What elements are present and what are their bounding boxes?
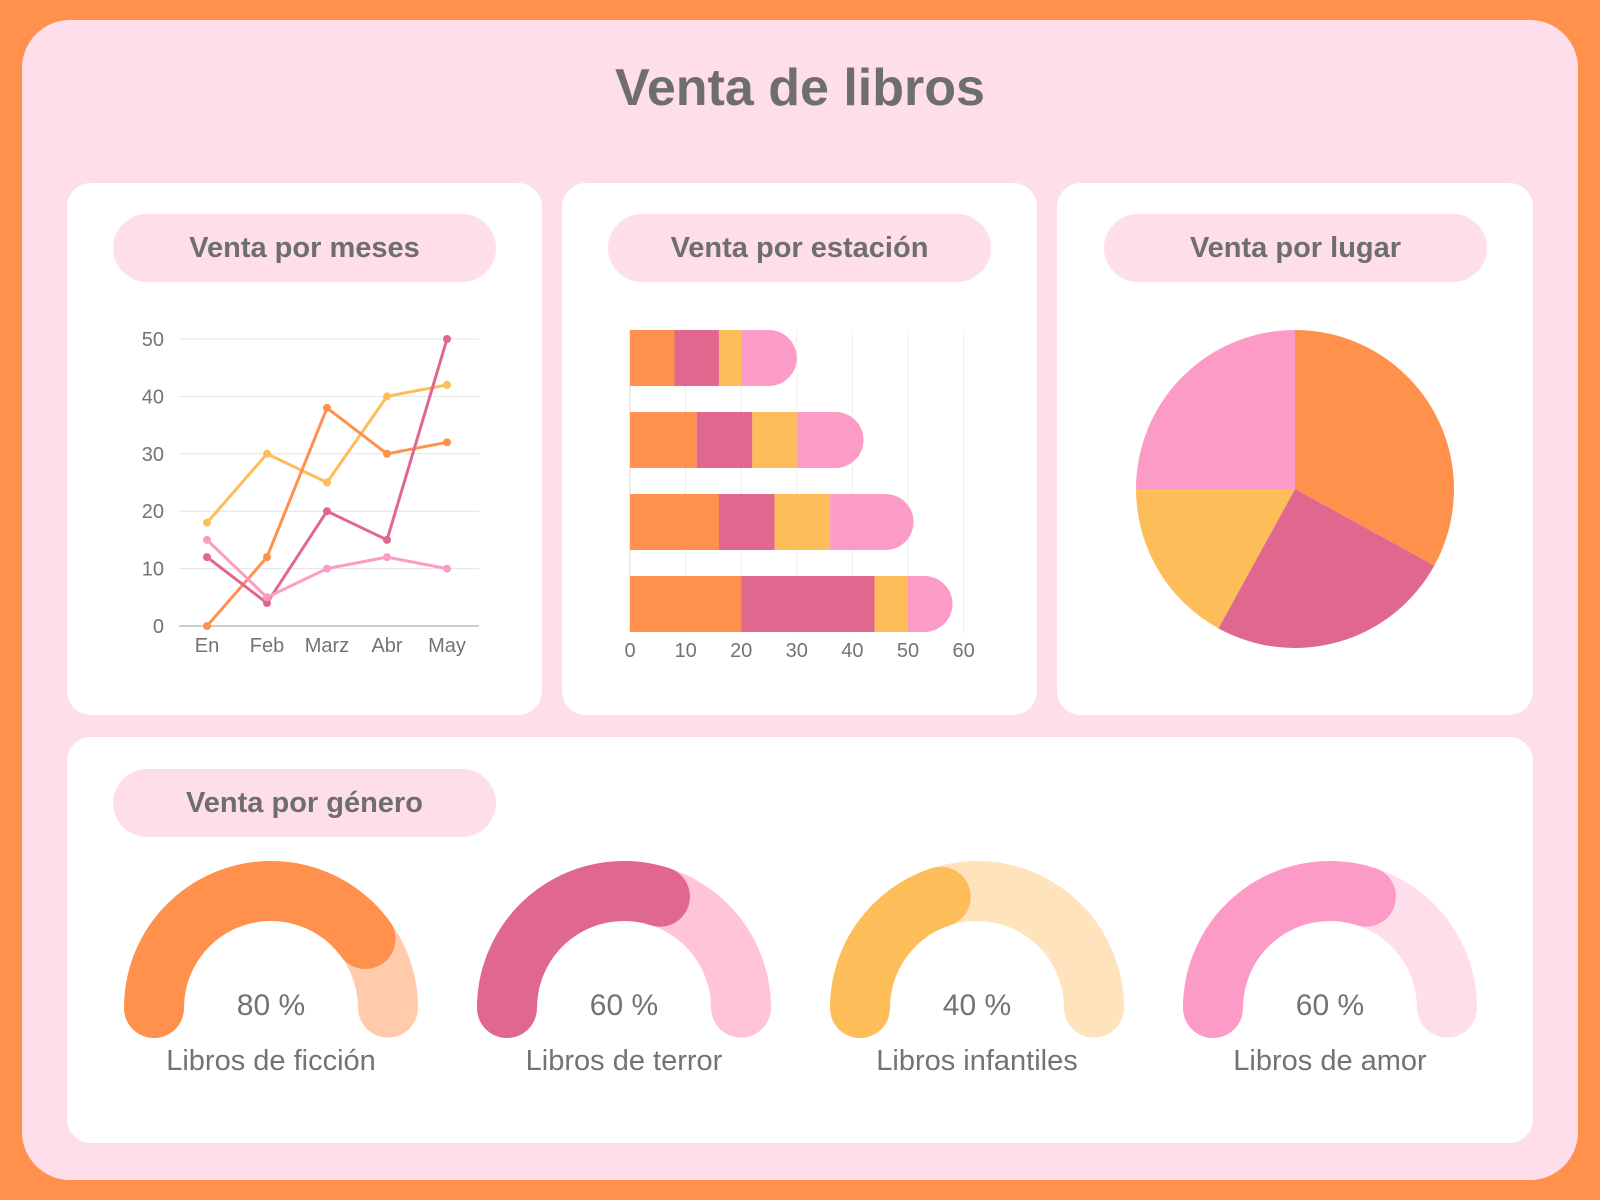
gauge-name-label: Libros de ficción (166, 1045, 376, 1077)
x-tick-label: En (195, 635, 219, 657)
line-chart: 0 10 20 30 40 50 En Feb Marz Abr May (142, 329, 479, 657)
gauge-percent-label: 60 % (590, 989, 658, 1022)
card-months: Venta por meses 0 10 20 30 40 50 En Feb Marz Abr M… (67, 183, 542, 715)
panel-title-months: Venta por meses (189, 231, 420, 264)
x-tick-label: 10 (674, 640, 696, 662)
bar-segment (741, 330, 797, 386)
panel-title-place: Venta por lugar (1189, 231, 1402, 264)
gauge-1: 80 % Libros de ficción (124, 861, 418, 1077)
y-tick-label: 20 (142, 501, 164, 523)
gauge-percent-label: 60 % (1296, 989, 1364, 1022)
x-tick-label: 40 (841, 640, 863, 662)
bar-segment (774, 494, 831, 550)
card-place: Venta por lugar (1057, 183, 1533, 715)
data-point (443, 564, 451, 573)
y-tick-label: 10 (142, 559, 164, 581)
bar-segment (630, 494, 719, 550)
pie-slice-2 (1218, 489, 1435, 648)
x-tick-label: 50 (897, 640, 919, 662)
pie-slice-1 (1295, 330, 1454, 566)
x-tick-label: 20 (730, 640, 752, 662)
gauge-fill (830, 866, 971, 1038)
x-tick-label: May (428, 635, 466, 657)
x-tick-label: Feb (250, 635, 284, 657)
pill-place: Venta por lugar (1104, 214, 1487, 282)
card-genre: Venta por género 80 % Libros de ficción 60… (67, 737, 1533, 1143)
bar-segment (718, 494, 775, 550)
x-tick-label: Abr (371, 635, 402, 657)
gauge-name-label: Libros infantiles (876, 1045, 1078, 1077)
gauge-name-label: Libros de terror (526, 1045, 723, 1077)
panel-title-season: Venta por estación (670, 231, 929, 264)
pill-season: Venta por estación (608, 214, 991, 282)
bar-segment (696, 412, 753, 468)
gauge-3: 40 % Libros infantiles (829, 860, 1124, 1077)
data-point (203, 553, 211, 562)
bar-segment (630, 330, 675, 386)
gauge-percent-label: 40 % (943, 989, 1011, 1022)
bar-segment (796, 412, 864, 468)
gauge-fill (477, 861, 690, 1038)
data-point (323, 478, 331, 487)
card-season: Venta por estación 0 10 20 30 40 50 60 (562, 183, 1037, 715)
data-point (323, 564, 331, 573)
y-tick-label: 30 (142, 444, 164, 466)
data-point (263, 553, 271, 562)
gauge-name-label: Libros de amor (1233, 1045, 1427, 1077)
pie-chart (1136, 330, 1454, 648)
data-point (383, 535, 391, 544)
pie-slice-4 (1136, 330, 1295, 489)
page-title: Venta de libros (615, 59, 985, 117)
data-point (263, 449, 271, 458)
gauge-2: 60 % Libros de terror (477, 861, 771, 1077)
series-line-2 (205, 406, 448, 627)
bar-segment (830, 494, 914, 550)
y-tick-label: 40 (142, 386, 164, 408)
pill-months: Venta por meses (113, 214, 496, 282)
data-point (443, 380, 451, 389)
data-point (383, 553, 391, 562)
bar-segment (908, 576, 953, 632)
data-point (203, 622, 211, 630)
bar-segment (630, 412, 697, 468)
data-point (443, 438, 451, 447)
x-tick-label: 60 (952, 640, 974, 662)
data-point (383, 392, 391, 401)
bar-segment (674, 330, 719, 386)
bar-segment (718, 330, 742, 386)
bar-chart: 0 10 20 30 40 50 60 (624, 330, 975, 662)
x-tick-label: Marz (305, 635, 349, 657)
bar-segment (741, 576, 875, 632)
panel-title-genre: Venta por género (186, 786, 423, 819)
data-point (383, 449, 391, 458)
pie-slice-3 (1136, 489, 1295, 629)
bar-segment (874, 576, 908, 632)
gauge-row: 80 % Libros de ficción 60 % Libros de terro… (124, 860, 1477, 1077)
gauge-4: 60 % Libros de amor (1182, 860, 1477, 1077)
data-point (203, 518, 211, 527)
data-point (263, 599, 271, 608)
gauge-fill (1183, 861, 1396, 1038)
x-tick-label: 30 (786, 640, 808, 662)
bar-segment (630, 576, 742, 632)
x-tick-label: 0 (624, 640, 635, 662)
data-point (203, 535, 211, 544)
y-tick-label: 0 (153, 616, 164, 638)
data-point (443, 335, 451, 343)
bar-segment (752, 412, 797, 468)
series-line-3 (206, 338, 449, 605)
data-point (323, 507, 331, 516)
data-point (263, 593, 271, 602)
gauge-percent-label: 80 % (237, 989, 305, 1022)
y-tick-label: 50 (142, 329, 164, 351)
data-point (323, 403, 331, 412)
pill-genre: Venta por género (113, 769, 496, 837)
gauge-fill (124, 861, 396, 1038)
